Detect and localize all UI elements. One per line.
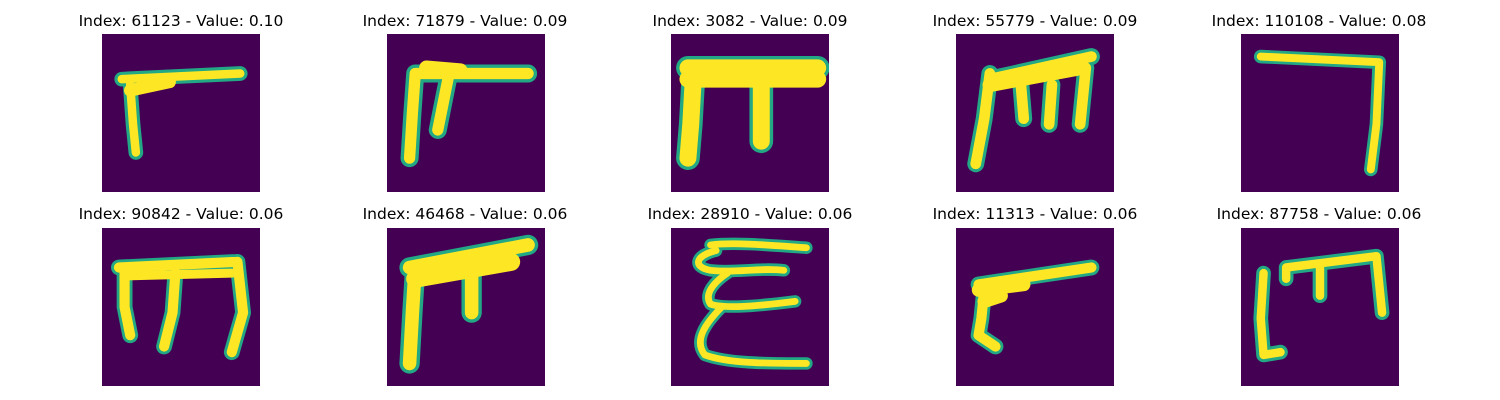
panel-title-3: Index: 3082 - Value: 0.09 — [652, 12, 848, 30]
glyph-image-3 — [671, 34, 829, 192]
panel-title-6: Index: 90842 - Value: 0.06 — [78, 205, 284, 223]
glyph-4-svg — [956, 34, 1114, 192]
glyph-3-svg — [671, 34, 829, 192]
panel-title-10: Index: 87758 - Value: 0.06 — [1216, 205, 1422, 223]
glyph-image-10 — [1241, 228, 1399, 386]
panel-title-2: Index: 71879 - Value: 0.09 — [362, 12, 568, 30]
panel-title-4: Index: 55779 - Value: 0.09 — [932, 12, 1138, 30]
glyph-7-svg — [387, 228, 545, 386]
glyph-2-svg — [387, 34, 545, 192]
panel-title-1: Index: 61123 - Value: 0.10 — [78, 12, 284, 30]
panel-title-8: Index: 28910 - Value: 0.06 — [647, 205, 853, 223]
glyph-image-8 — [671, 228, 829, 386]
glyph-9-svg — [956, 228, 1114, 386]
panel-title-7: Index: 46468 - Value: 0.06 — [362, 205, 568, 223]
glyph-1-svg — [102, 34, 260, 192]
glyph-image-9 — [956, 228, 1114, 386]
glyph-image-1 — [102, 34, 260, 192]
glyph-10-svg — [1241, 228, 1399, 386]
panel-title-5: Index: 110108 - Value: 0.08 — [1211, 12, 1427, 30]
panel-title-9: Index: 11313 - Value: 0.06 — [932, 205, 1138, 223]
glyph-6-svg — [102, 228, 260, 386]
glyph-image-5 — [1241, 34, 1399, 192]
glyph-image-2 — [387, 34, 545, 192]
glyph-image-7 — [387, 228, 545, 386]
glyph-8-svg — [671, 228, 829, 386]
glyph-5-svg — [1241, 34, 1399, 192]
glyph-image-6 — [102, 228, 260, 386]
glyph-image-4 — [956, 34, 1114, 192]
